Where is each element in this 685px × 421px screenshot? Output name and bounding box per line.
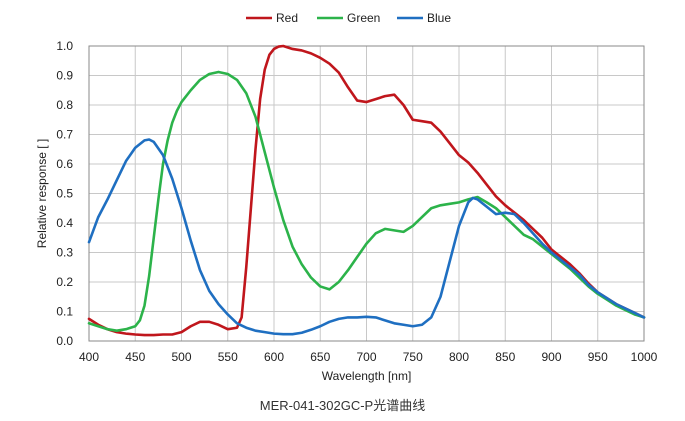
- x-axis-label: Wavelength [nm]: [322, 369, 412, 383]
- x-tick-label: 900: [541, 350, 561, 364]
- grid: [88, 45, 645, 342]
- y-tick-label: 0.8: [56, 98, 73, 112]
- y-tick-label: 0.3: [56, 246, 73, 260]
- legend-label-red: Red: [276, 11, 298, 25]
- series-line-green: [87, 70, 646, 332]
- x-tick-label: 700: [356, 350, 376, 364]
- y-tick-label: 0.0: [56, 334, 73, 348]
- x-tick-label: 950: [588, 350, 608, 364]
- plot-area-frame: [88, 45, 645, 342]
- y-tick-label: 0.4: [56, 216, 73, 230]
- y-tick-label: 0.2: [56, 275, 73, 289]
- x-tick-label: 850: [495, 350, 515, 364]
- y-tick-label: 0.7: [56, 128, 73, 142]
- y-axis-label: Relative response [ ]: [35, 139, 49, 248]
- y-tick-label: 1.0: [56, 39, 73, 53]
- x-tick-label: 600: [264, 350, 284, 364]
- x-tick-label: 500: [171, 350, 191, 364]
- legend-label-green: Green: [347, 11, 380, 25]
- y-axis-ticks: 0.0 0.1 0.2 0.3 0.4 0.5 0.6 0.7 0.8 0.9 1.0: [56, 39, 73, 348]
- y-tick-label: 0.5: [56, 187, 73, 201]
- legend-label-blue: Blue: [427, 11, 451, 25]
- x-tick-label: 400: [79, 350, 99, 364]
- series-line-red: [87, 44, 646, 337]
- x-tick-label: 1000: [631, 350, 658, 364]
- chart-caption: MER-041-302GC-P光谱曲线: [260, 398, 425, 413]
- legend: Red Green Blue: [246, 11, 451, 25]
- x-axis-ticks: 400 450 500 550 600 650 700 750 800 850 900 950 1000: [79, 350, 658, 364]
- y-tick-label: 0.9: [56, 69, 73, 83]
- x-tick-label: 800: [449, 350, 469, 364]
- series-layer: [87, 44, 646, 337]
- x-tick-label: 750: [403, 350, 423, 364]
- series-line-blue: [87, 138, 646, 336]
- x-tick-label: 550: [218, 350, 238, 364]
- x-tick-label: 450: [125, 350, 145, 364]
- y-tick-label: 0.6: [56, 157, 73, 171]
- x-tick-label: 650: [310, 350, 330, 364]
- y-tick-label: 0.1: [56, 305, 73, 319]
